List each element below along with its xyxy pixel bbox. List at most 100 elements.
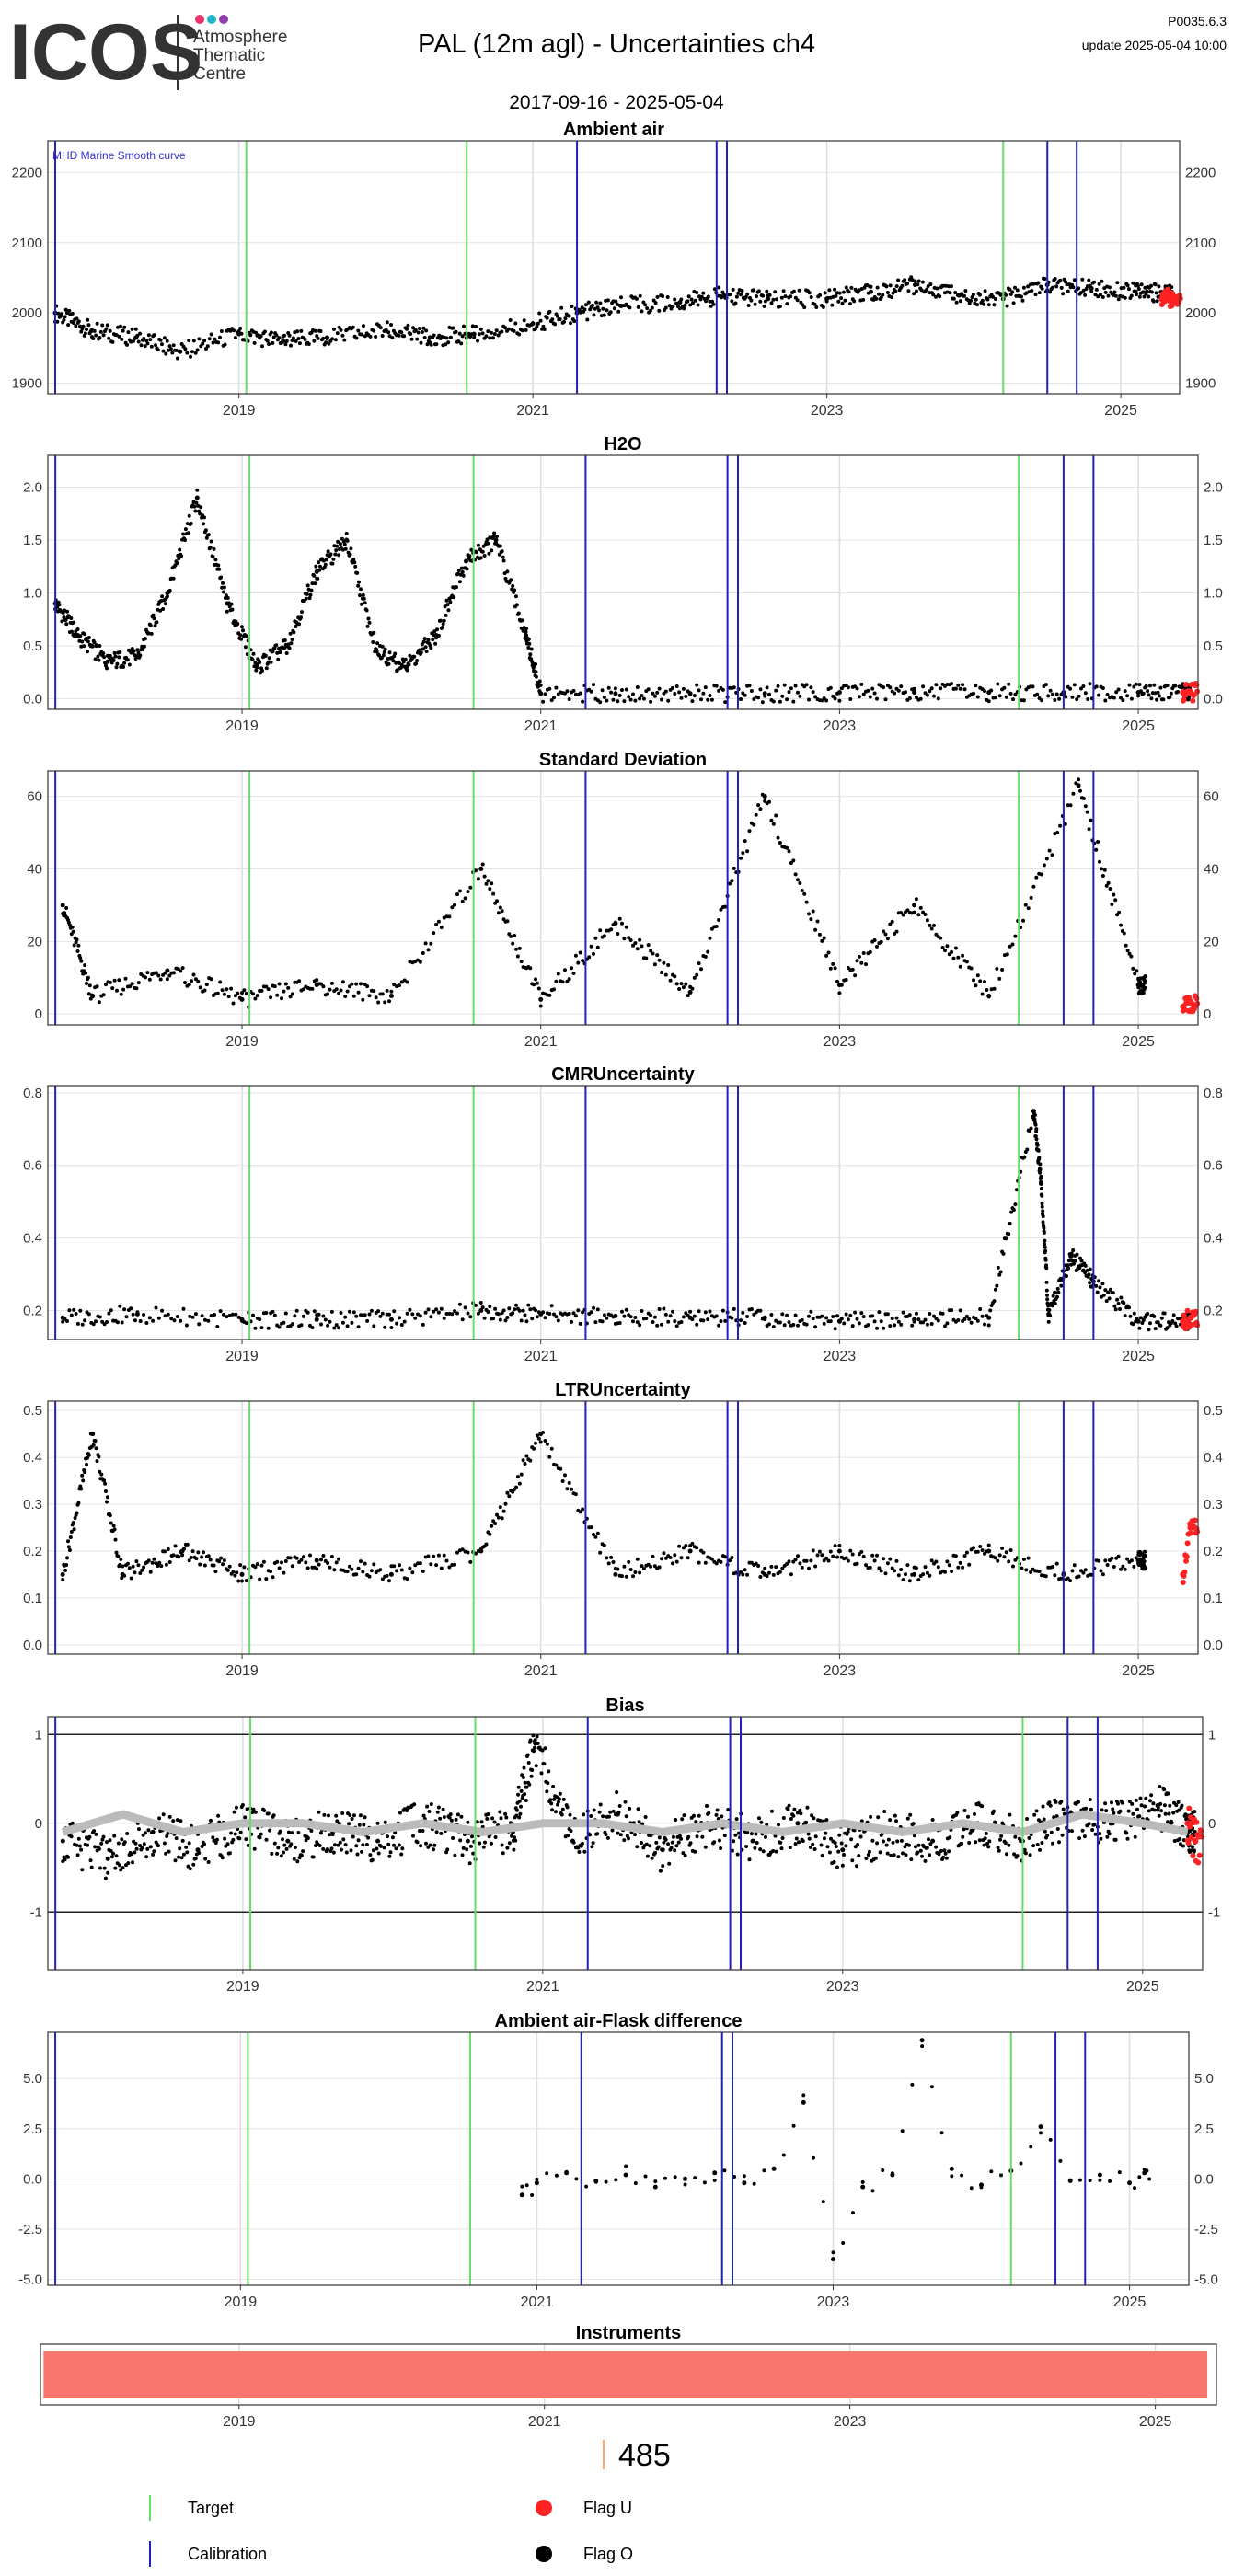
data-point	[813, 1834, 818, 1839]
data-point	[152, 616, 156, 621]
data-point	[354, 1844, 359, 1848]
data-point	[107, 336, 111, 340]
data-point	[846, 1829, 850, 1834]
data-point	[1158, 685, 1163, 690]
data-point	[684, 1544, 688, 1548]
data-point	[800, 889, 804, 892]
data-point	[581, 959, 585, 963]
data-point	[749, 689, 754, 693]
data-point	[490, 330, 493, 335]
data-point	[1055, 1294, 1059, 1299]
data-point	[101, 333, 106, 338]
data-point	[246, 1843, 250, 1847]
data-point	[355, 570, 360, 575]
data-point	[996, 1265, 1000, 1270]
data-point	[57, 603, 62, 607]
data-point	[831, 694, 835, 698]
data-point	[232, 1810, 236, 1814]
data-point	[476, 877, 480, 881]
data-point	[923, 1565, 928, 1570]
data-point	[873, 1856, 878, 1860]
data-point	[695, 1322, 699, 1327]
data-point	[996, 1846, 1000, 1850]
data-point	[901, 1851, 905, 1856]
data-point	[78, 956, 83, 960]
data-point	[190, 979, 194, 983]
data-point	[802, 305, 807, 310]
data-point	[993, 1556, 997, 1560]
data-point	[793, 684, 798, 688]
data-point	[179, 969, 183, 973]
data-point	[945, 944, 950, 949]
data-point	[244, 634, 248, 638]
data-point	[888, 922, 893, 926]
data-point	[753, 302, 757, 306]
data-point	[891, 291, 895, 295]
data-point	[490, 548, 494, 553]
data-point	[893, 1569, 897, 1573]
y-tick-label-right: 0.6	[1204, 1158, 1223, 1174]
data-point	[791, 699, 796, 704]
data-point	[484, 881, 489, 886]
data-point	[408, 653, 412, 658]
data-point	[528, 1307, 533, 1312]
data-point	[391, 659, 396, 663]
data-point	[923, 1858, 928, 1863]
data-point	[318, 564, 322, 569]
y-tick-label-left: 1	[35, 1727, 42, 1742]
data-point	[334, 1560, 339, 1565]
data-point	[172, 1318, 177, 1323]
data-point	[892, 1853, 896, 1857]
data-point	[305, 1310, 310, 1315]
data-point	[145, 1846, 150, 1851]
y-tick-label-right: 2100	[1185, 236, 1216, 251]
data-point	[535, 1433, 539, 1438]
data-point	[478, 556, 483, 560]
data-point	[767, 1570, 771, 1575]
data-point	[409, 337, 414, 341]
data-point	[1041, 1220, 1045, 1225]
data-point	[200, 1845, 204, 1848]
data-point	[75, 633, 80, 638]
data-point	[695, 1834, 699, 1839]
data-point	[795, 298, 800, 303]
data-point	[244, 1321, 248, 1326]
data-point	[714, 925, 719, 928]
data-point	[159, 1564, 164, 1569]
data-point	[112, 650, 117, 655]
data-point	[767, 293, 772, 297]
data-point	[687, 1548, 693, 1554]
logo-dot-2	[207, 15, 216, 24]
data-point	[670, 1840, 674, 1845]
data-point	[269, 330, 273, 335]
data-point	[693, 298, 697, 303]
data-point	[926, 284, 930, 289]
data-point	[783, 294, 788, 299]
data-point	[1029, 895, 1033, 900]
data-point	[290, 1322, 294, 1327]
data-point	[474, 325, 478, 328]
data-point	[657, 308, 662, 313]
data-point	[538, 1311, 544, 1317]
data-point	[695, 1546, 699, 1550]
data-point	[171, 1819, 176, 1823]
data-point	[419, 340, 423, 345]
data-point	[219, 1556, 224, 1560]
data-point	[636, 1807, 640, 1811]
data-point	[747, 684, 752, 688]
data-point	[961, 1834, 965, 1839]
data-point	[985, 1842, 989, 1846]
data-point	[333, 1843, 337, 1847]
data-point	[730, 299, 734, 304]
data-point	[695, 683, 699, 687]
data-point	[563, 968, 567, 972]
data-point	[925, 287, 929, 292]
data-point	[450, 905, 455, 910]
data-point	[622, 699, 627, 704]
data-point	[766, 296, 771, 302]
data-point	[451, 1836, 455, 1840]
data-point	[1035, 1143, 1040, 1147]
data-point	[427, 335, 432, 340]
data-point	[389, 1326, 394, 1329]
data-point	[110, 986, 115, 991]
